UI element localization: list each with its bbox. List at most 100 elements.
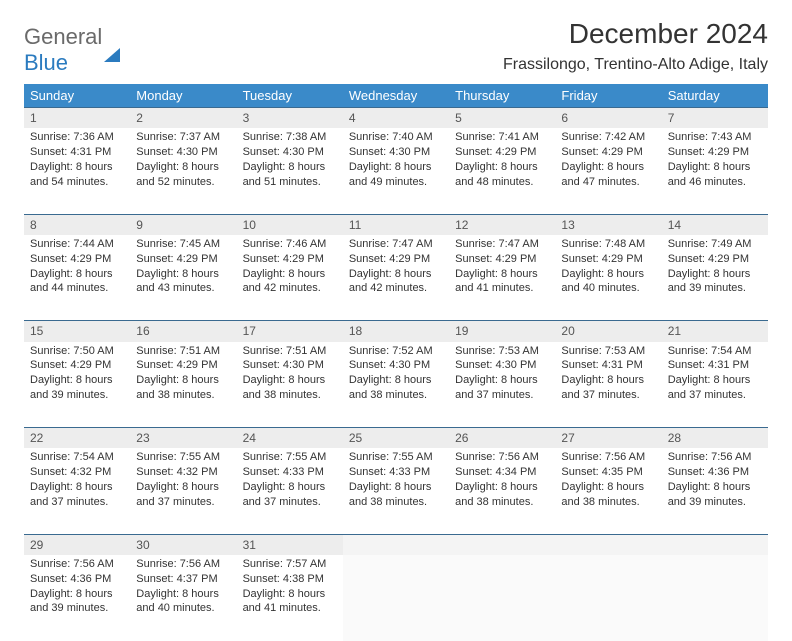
daylight-text: Daylight: 8 hours: [136, 587, 230, 602]
day-cell: Sunrise: 7:51 AMSunset: 4:29 PMDaylight:…: [130, 342, 236, 428]
day-number-cell: 17: [237, 321, 343, 342]
sunset-text: Sunset: 4:36 PM: [668, 465, 762, 480]
daylight-text: and 37 minutes.: [455, 388, 549, 403]
daylight-text: Daylight: 8 hours: [243, 587, 337, 602]
day-cell: Sunrise: 7:36 AMSunset: 4:31 PMDaylight:…: [24, 128, 130, 214]
sunset-text: Sunset: 4:29 PM: [30, 358, 124, 373]
day-cell: Sunrise: 7:42 AMSunset: 4:29 PMDaylight:…: [555, 128, 661, 214]
sunset-text: Sunset: 4:29 PM: [561, 252, 655, 267]
sunrise-text: Sunrise: 7:41 AM: [455, 130, 549, 145]
sunset-text: Sunset: 4:30 PM: [349, 145, 443, 160]
sunrise-text: Sunrise: 7:56 AM: [30, 557, 124, 572]
cell-body: Sunrise: 7:57 AMSunset: 4:38 PMDaylight:…: [237, 555, 343, 622]
day-number-cell: 2: [130, 108, 236, 129]
day-cell: Sunrise: 7:46 AMSunset: 4:29 PMDaylight:…: [237, 235, 343, 321]
cell-body: Sunrise: 7:56 AMSunset: 4:37 PMDaylight:…: [130, 555, 236, 622]
sunset-text: Sunset: 4:31 PM: [668, 358, 762, 373]
day-cell: Sunrise: 7:44 AMSunset: 4:29 PMDaylight:…: [24, 235, 130, 321]
logo-word1: General: [24, 24, 102, 49]
daylight-text: Daylight: 8 hours: [561, 480, 655, 495]
weekday-header: Sunday: [24, 84, 130, 108]
day-number-row: 293031: [24, 534, 768, 555]
daylight-text: Daylight: 8 hours: [455, 373, 549, 388]
cell-body: Sunrise: 7:37 AMSunset: 4:30 PMDaylight:…: [130, 128, 236, 195]
header: General Blue December 2024 Frassilongo, …: [24, 18, 768, 76]
sunset-text: Sunset: 4:29 PM: [561, 145, 655, 160]
daylight-text: and 39 minutes.: [668, 281, 762, 296]
daylight-text: Daylight: 8 hours: [668, 160, 762, 175]
day-number-cell: 3: [237, 108, 343, 129]
day-number-cell: 4: [343, 108, 449, 129]
day-body-row: Sunrise: 7:54 AMSunset: 4:32 PMDaylight:…: [24, 448, 768, 534]
daylight-text: Daylight: 8 hours: [349, 480, 443, 495]
sunrise-text: Sunrise: 7:52 AM: [349, 344, 443, 359]
sunrise-text: Sunrise: 7:45 AM: [136, 237, 230, 252]
sunset-text: Sunset: 4:29 PM: [349, 252, 443, 267]
cell-body: Sunrise: 7:54 AMSunset: 4:31 PMDaylight:…: [662, 342, 768, 409]
day-number-cell: 12: [449, 214, 555, 235]
sunrise-text: Sunrise: 7:55 AM: [243, 450, 337, 465]
day-number-cell: 30: [130, 534, 236, 555]
sunrise-text: Sunrise: 7:54 AM: [30, 450, 124, 465]
cell-body: Sunrise: 7:45 AMSunset: 4:29 PMDaylight:…: [130, 235, 236, 302]
page-title: December 2024: [503, 18, 768, 50]
sunset-text: Sunset: 4:29 PM: [136, 252, 230, 267]
daylight-text: Daylight: 8 hours: [455, 480, 549, 495]
sunrise-text: Sunrise: 7:56 AM: [561, 450, 655, 465]
blank-cell: [343, 555, 449, 641]
sunrise-text: Sunrise: 7:51 AM: [136, 344, 230, 359]
logo: General Blue: [24, 18, 120, 76]
weekday-header: Thursday: [449, 84, 555, 108]
daylight-text: and 38 minutes.: [136, 388, 230, 403]
daylight-text: Daylight: 8 hours: [349, 160, 443, 175]
cell-body: Sunrise: 7:55 AMSunset: 4:33 PMDaylight:…: [237, 448, 343, 515]
cell-body: Sunrise: 7:56 AMSunset: 4:35 PMDaylight:…: [555, 448, 661, 515]
day-cell: [449, 555, 555, 641]
daylight-text: Daylight: 8 hours: [30, 480, 124, 495]
daylight-text: Daylight: 8 hours: [30, 373, 124, 388]
sunrise-text: Sunrise: 7:53 AM: [561, 344, 655, 359]
day-cell: Sunrise: 7:53 AMSunset: 4:31 PMDaylight:…: [555, 342, 661, 428]
sunrise-text: Sunrise: 7:48 AM: [561, 237, 655, 252]
daylight-text: and 40 minutes.: [561, 281, 655, 296]
cell-body: Sunrise: 7:41 AMSunset: 4:29 PMDaylight:…: [449, 128, 555, 195]
daylight-text: and 51 minutes.: [243, 175, 337, 190]
sunset-text: Sunset: 4:36 PM: [30, 572, 124, 587]
day-number-cell: 8: [24, 214, 130, 235]
daylight-text: and 37 minutes.: [668, 388, 762, 403]
day-cell: Sunrise: 7:37 AMSunset: 4:30 PMDaylight:…: [130, 128, 236, 214]
daylight-text: Daylight: 8 hours: [136, 373, 230, 388]
daylight-text: and 38 minutes.: [349, 388, 443, 403]
daylight-text: Daylight: 8 hours: [668, 373, 762, 388]
daylight-text: and 42 minutes.: [243, 281, 337, 296]
sunrise-text: Sunrise: 7:46 AM: [243, 237, 337, 252]
daylight-text: Daylight: 8 hours: [561, 160, 655, 175]
daylight-text: Daylight: 8 hours: [349, 373, 443, 388]
day-cell: Sunrise: 7:56 AMSunset: 4:36 PMDaylight:…: [24, 555, 130, 641]
sunrise-text: Sunrise: 7:55 AM: [349, 450, 443, 465]
sunrise-text: Sunrise: 7:53 AM: [455, 344, 549, 359]
sunset-text: Sunset: 4:37 PM: [136, 572, 230, 587]
daylight-text: and 41 minutes.: [243, 601, 337, 616]
sunset-text: Sunset: 4:33 PM: [349, 465, 443, 480]
daylight-text: and 39 minutes.: [668, 495, 762, 510]
daylight-text: and 37 minutes.: [136, 495, 230, 510]
day-number-cell: [662, 534, 768, 555]
cell-body: Sunrise: 7:47 AMSunset: 4:29 PMDaylight:…: [343, 235, 449, 302]
cell-body: Sunrise: 7:44 AMSunset: 4:29 PMDaylight:…: [24, 235, 130, 302]
day-number-cell: 7: [662, 108, 768, 129]
daylight-text: Daylight: 8 hours: [30, 160, 124, 175]
sunset-text: Sunset: 4:30 PM: [136, 145, 230, 160]
day-number-cell: 26: [449, 428, 555, 449]
cell-body: Sunrise: 7:55 AMSunset: 4:32 PMDaylight:…: [130, 448, 236, 515]
blank-cell: [449, 555, 555, 641]
day-number-cell: 6: [555, 108, 661, 129]
cell-body: Sunrise: 7:51 AMSunset: 4:29 PMDaylight:…: [130, 342, 236, 409]
day-number-row: 15161718192021: [24, 321, 768, 342]
day-cell: [662, 555, 768, 641]
sunset-text: Sunset: 4:29 PM: [136, 358, 230, 373]
sunset-text: Sunset: 4:29 PM: [455, 145, 549, 160]
blank-cell: [555, 555, 661, 641]
day-cell: Sunrise: 7:55 AMSunset: 4:33 PMDaylight:…: [237, 448, 343, 534]
daylight-text: and 39 minutes.: [30, 388, 124, 403]
